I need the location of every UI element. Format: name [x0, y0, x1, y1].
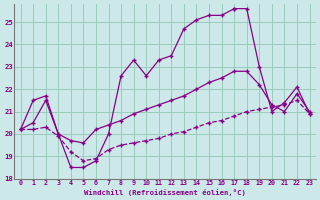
X-axis label: Windchill (Refroidissement éolien,°C): Windchill (Refroidissement éolien,°C)	[84, 189, 246, 196]
